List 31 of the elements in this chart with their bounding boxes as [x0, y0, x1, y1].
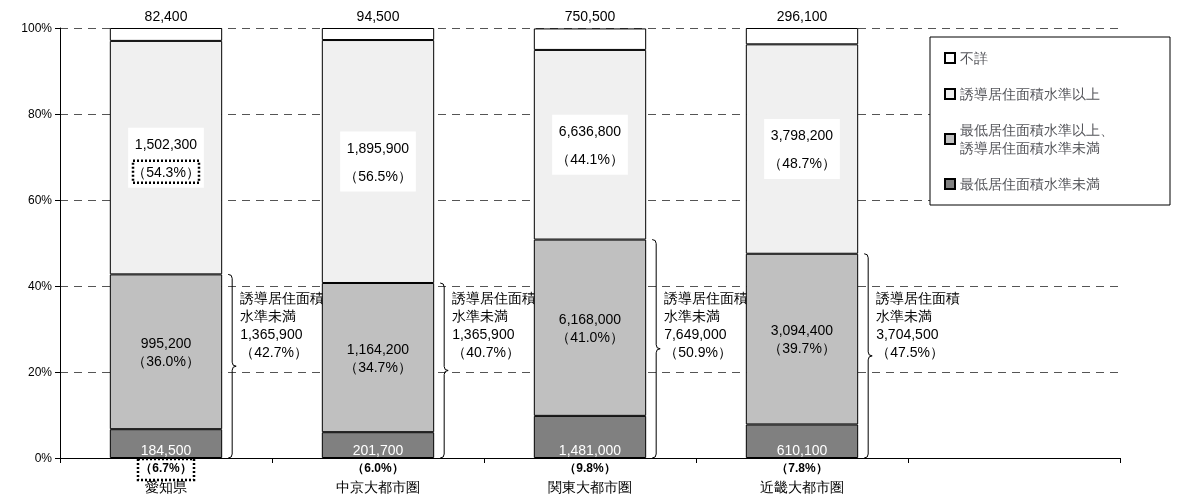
y-tick-label: 20%	[27, 365, 53, 379]
annotation: 750,500	[564, 8, 616, 24]
data-label: 995,200 （36.0%）	[132, 334, 200, 369]
data-label: 1,481,000 （9.8%）	[558, 442, 622, 475]
data-label: 3,094,400 （39.7%）	[768, 322, 836, 357]
x-tick-label: 関東大都市圏	[548, 479, 632, 495]
data-label: 6,168,000 （41.0%）	[556, 310, 624, 345]
annotation: 296,100	[776, 8, 828, 24]
legend-label: 最低居住面積水準未満	[960, 176, 1100, 192]
data-label: 3,798,200 （48.7%）	[768, 127, 836, 172]
data-label: 1,895,900 （56.5%）	[344, 139, 412, 184]
annotation: 82,400	[144, 8, 188, 24]
annotation: 誘導居住面積水準未満 3,704,500 （47.5%）	[876, 289, 961, 360]
y-tick-label: 40%	[27, 279, 53, 293]
data-label: 201,700 （6.0%）	[352, 442, 404, 475]
legend-label: 不詳	[960, 50, 988, 66]
legend-label: 最低居住面積水準以上、誘導居住面積水準未満	[960, 122, 1114, 156]
y-tick-label: 60%	[27, 193, 53, 207]
x-tick-label: 愛知県	[145, 479, 187, 495]
y-tick-label: 100%	[21, 21, 53, 35]
data-label: 6,636,800 （44.1%）	[556, 122, 624, 167]
data-label: 610,100 （7.8%）	[776, 442, 828, 475]
data-label: 1,164,200 （34.7%）	[344, 340, 412, 375]
y-tick-label: 80%	[27, 107, 53, 121]
y-tick-label: 0%	[34, 451, 53, 465]
x-tick-label: 中京大都市圏	[336, 479, 420, 495]
data-label: 1,502,300 （54.3%）	[132, 135, 200, 180]
x-tick-label: 近畿大都市圏	[760, 479, 844, 495]
legend-label: 誘導居住面積水準以上	[960, 86, 1100, 102]
annotation: 94,500	[356, 8, 400, 24]
data-label: 184,500 （6.7%）	[140, 442, 192, 475]
